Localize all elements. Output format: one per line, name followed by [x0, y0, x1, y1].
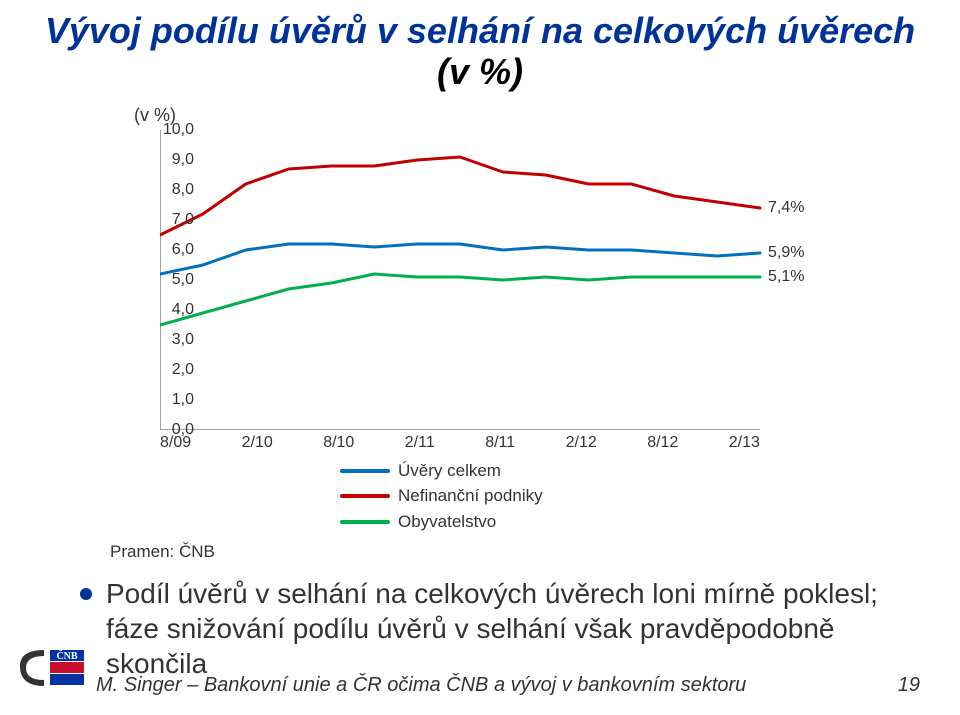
y-tick-label: 0,0 [172, 421, 194, 439]
title-suffix: (v %) [437, 51, 523, 92]
title-main: Vývoj podílu úvěrů v selhání na celkovýc… [45, 10, 915, 51]
y-axis-label: (v %) [134, 105, 780, 126]
legend-swatch [340, 520, 390, 524]
bullet-text: Podíl úvěrů v selhání na celkových úvěre… [106, 576, 920, 681]
legend-label: Obyvatelstvo [398, 509, 496, 535]
footer-text: M. Singer – Bankovní unie a ČR očima ČNB… [96, 674, 746, 697]
x-axis: 8/092/108/102/118/112/128/122/13 [160, 430, 760, 452]
y-tick-label: 8,0 [172, 181, 194, 199]
x-tick-label: 8/10 [323, 434, 354, 452]
y-tick-label: 1,0 [172, 391, 194, 409]
y-tick-label: 5,0 [172, 271, 194, 289]
series-end-label: 5,1% [768, 268, 804, 286]
chart: (v %) 0,0 1,0 2,0 3,0 4,0 5,0 6,0 7,0 8,0 9,0 10,0… [120, 105, 780, 535]
series-end-label: 7,4% [768, 199, 804, 217]
x-tick-label: 8/12 [647, 434, 678, 452]
x-tick-label: 2/11 [405, 434, 435, 452]
y-tick-label: 4,0 [172, 301, 194, 319]
y-tick-label: 6,0 [172, 241, 194, 259]
legend-item: Obyvatelstvo [340, 509, 780, 535]
cnb-logo-icon: ČNB [16, 644, 86, 696]
y-tick-label: 9,0 [172, 151, 194, 169]
footer: M. Singer – Bankovní unie a ČR očima ČNB… [96, 674, 920, 697]
legend-swatch [340, 469, 390, 473]
slide: Vývoj podílu úvěrů v selhání na celkovýc… [0, 0, 960, 715]
x-tick-label: 2/10 [242, 434, 273, 452]
bullet: Podíl úvěrů v selhání na celkových úvěre… [80, 576, 920, 681]
plot-area: 0,01,02,03,04,05,06,07,08,09,010,05,9%7,… [160, 130, 800, 430]
cnb-logo: ČNB [16, 644, 86, 701]
y-tick-label: 10,0 [163, 121, 194, 139]
legend-item: Nefinanční podniky [340, 483, 780, 509]
chart-svg [160, 130, 800, 430]
x-tick-label: 8/11 [485, 434, 515, 452]
slide-title: Vývoj podílu úvěrů v selhání na celkovýc… [0, 10, 960, 93]
svg-text:ČNB: ČNB [56, 649, 77, 662]
legend-swatch [340, 494, 390, 498]
x-tick-label: 2/13 [729, 434, 760, 452]
x-tick-label: 2/12 [566, 434, 597, 452]
series-end-label: 5,9% [768, 244, 804, 262]
y-tick-label: 7,0 [172, 211, 194, 229]
y-tick-label: 3,0 [172, 331, 194, 349]
legend-label: Úvěry celkem [398, 458, 501, 484]
bullet-dot-icon [80, 588, 92, 600]
legend: Úvěry celkemNefinanční podnikyObyvatelst… [340, 458, 780, 535]
source-label: Pramen: ČNB [110, 542, 960, 562]
legend-label: Nefinanční podniky [398, 483, 543, 509]
page-number: 19 [898, 674, 920, 697]
legend-item: Úvěry celkem [340, 458, 780, 484]
y-tick-label: 2,0 [172, 361, 194, 379]
